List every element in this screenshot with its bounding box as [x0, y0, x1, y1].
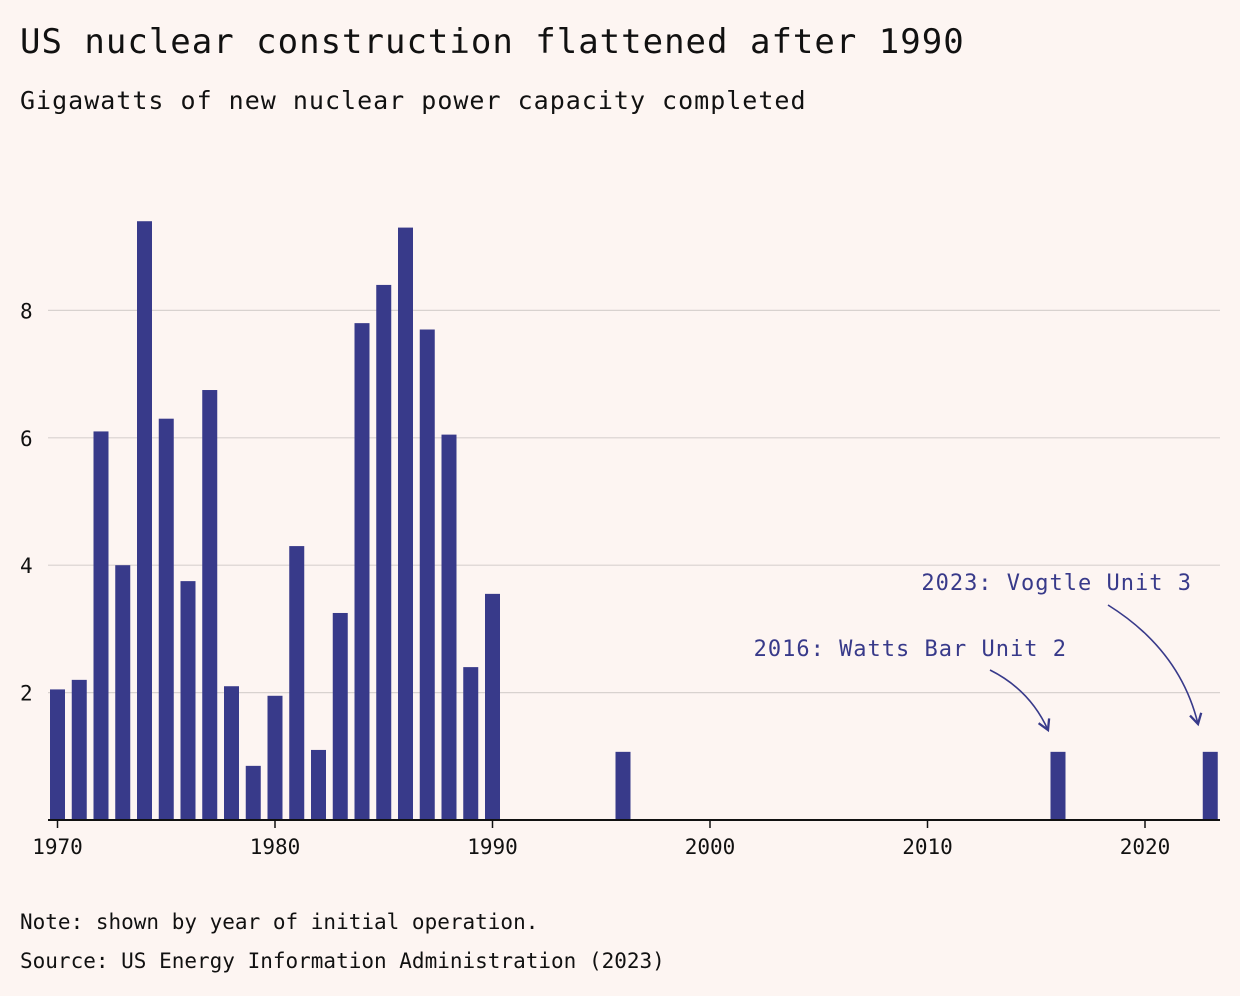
x-tick-label-1970: 1970 [32, 835, 83, 859]
bar-1983 [332, 612, 348, 820]
bar-1986 [398, 227, 413, 821]
bar-1977 [202, 390, 218, 820]
x-tick-label-1980: 1980 [250, 835, 301, 859]
bar-1973 [115, 565, 131, 820]
bar-1976 [180, 581, 196, 820]
bar-chart: 2 4 6 8 1970 1980 1990 2000 2010 2020 2016: Watts … [20, 221, 1220, 859]
y-tick-label-2: 2 [20, 682, 33, 706]
chart-note: Note: shown by year of initial operation… [20, 910, 539, 934]
chart-source: Source: US Energy Information Administra… [20, 949, 665, 973]
bar-1975 [158, 418, 174, 820]
bar-1988 [441, 434, 457, 820]
bar-1979 [245, 765, 261, 820]
y-tick-label-6: 6 [20, 427, 33, 451]
y-tick-label-8: 8 [20, 299, 33, 323]
bar-1971 [71, 679, 87, 820]
bar-1974 [137, 221, 152, 821]
annotation-label-2023: 2023: Vogtle Unit 3 [921, 571, 1192, 596]
annotation-label-2016: 2016: Watts Bar Unit 2 [754, 637, 1067, 662]
bar-1985 [376, 284, 392, 820]
bar-1984 [354, 323, 370, 820]
bar-1972 [93, 431, 109, 820]
bar-1980 [267, 695, 283, 820]
chart-subtitle: Gigawatts of new nuclear power capacity … [20, 86, 807, 115]
bar-2016 [1050, 751, 1066, 820]
bar-1982 [311, 749, 326, 820]
x-tick-label-2020: 2020 [1120, 835, 1171, 859]
bar-2023 [1202, 751, 1218, 820]
bar-1996 [615, 751, 631, 820]
bar-1981 [289, 546, 305, 820]
chart-title: US nuclear construction flattened after … [20, 22, 965, 62]
bar-1989 [463, 667, 479, 820]
y-tick-label-4: 4 [20, 554, 33, 578]
annotation-arrow-2023 [1107, 604, 1203, 727]
bar-1978 [224, 686, 239, 820]
bar-1987 [419, 329, 435, 820]
x-tick-label-2000: 2000 [685, 835, 736, 859]
bar-1970 [50, 689, 65, 820]
x-tick-label-1990: 1990 [467, 835, 518, 859]
bar-1990 [485, 593, 500, 820]
annotation-arrow-2016 [989, 669, 1051, 733]
x-tick-label-2010: 2010 [902, 835, 953, 859]
